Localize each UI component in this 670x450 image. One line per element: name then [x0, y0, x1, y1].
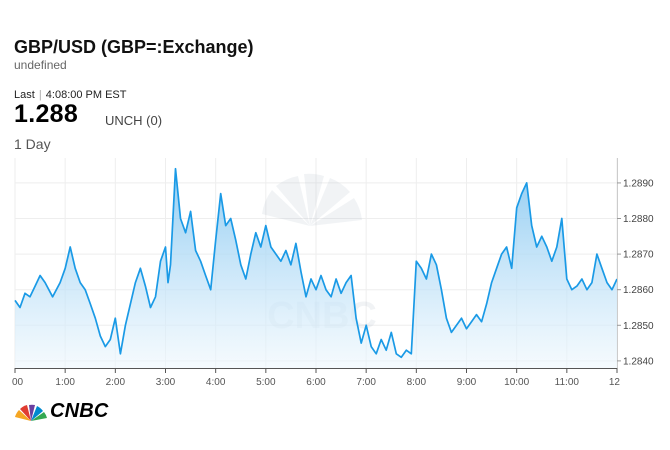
y-tick-label: 1.2880 — [623, 214, 654, 225]
price-area — [15, 168, 617, 368]
x-tick-label: 3:00 — [156, 377, 176, 388]
chart-subtitle: undefined — [14, 58, 67, 72]
last-time: 4:08:00 PM EST — [45, 89, 127, 101]
last-quote-line: Last | 4:08:00 PM EST — [14, 89, 127, 101]
last-price: 1.288 — [14, 100, 79, 128]
y-tick-label: 1.2850 — [623, 321, 654, 332]
y-tick-label: 1.2890 — [623, 178, 654, 189]
x-tick-label: 10:00 — [504, 377, 529, 388]
y-axis-ticks: 1.2840 1.2850 1.2860 1.2870 1.2880 1.2890 — [617, 178, 654, 367]
x-tick-label: 12 — [609, 377, 621, 388]
x-tick-label: 4:00 — [206, 377, 226, 388]
cnbc-logo: CNBC — [14, 400, 109, 423]
x-tick-label: 6:00 — [306, 377, 326, 388]
x-tick-label: 9:00 — [457, 377, 477, 388]
x-tick-label: 00 — [12, 377, 24, 388]
time-range-label: 1 Day — [14, 136, 51, 152]
last-label: Last — [14, 89, 35, 101]
y-tick-label: 1.2870 — [623, 250, 654, 261]
separator: | — [38, 89, 42, 101]
price-line — [14, 167, 618, 359]
x-tick-label: 11:00 — [555, 377, 580, 388]
x-tick-label: 1:00 — [55, 377, 75, 388]
x-tick-label: 8:00 — [407, 377, 427, 388]
x-tick-label: 5:00 — [256, 377, 276, 388]
price-chart: CNBC 001:002:003:004:005:006:007:008:009… — [12, 158, 654, 388]
price-change: UNCH (0) — [105, 113, 163, 128]
x-tick-label: 2:00 — [106, 377, 126, 388]
x-axis-ticks: 00 1:00 2:00 3:00 4:00 5:00 6:00 7:00 8:00 9:00 10… — [12, 368, 620, 388]
chart-title: GBP/USD (GBP=:Exchange) — [14, 37, 254, 57]
y-tick-label: 1.2860 — [623, 285, 654, 296]
x-tick-label: 7:00 — [356, 377, 376, 388]
y-tick-label: 1.2840 — [623, 356, 654, 367]
peacock-icon — [15, 404, 47, 421]
cnbc-logo-text: CNBC — [50, 400, 109, 422]
